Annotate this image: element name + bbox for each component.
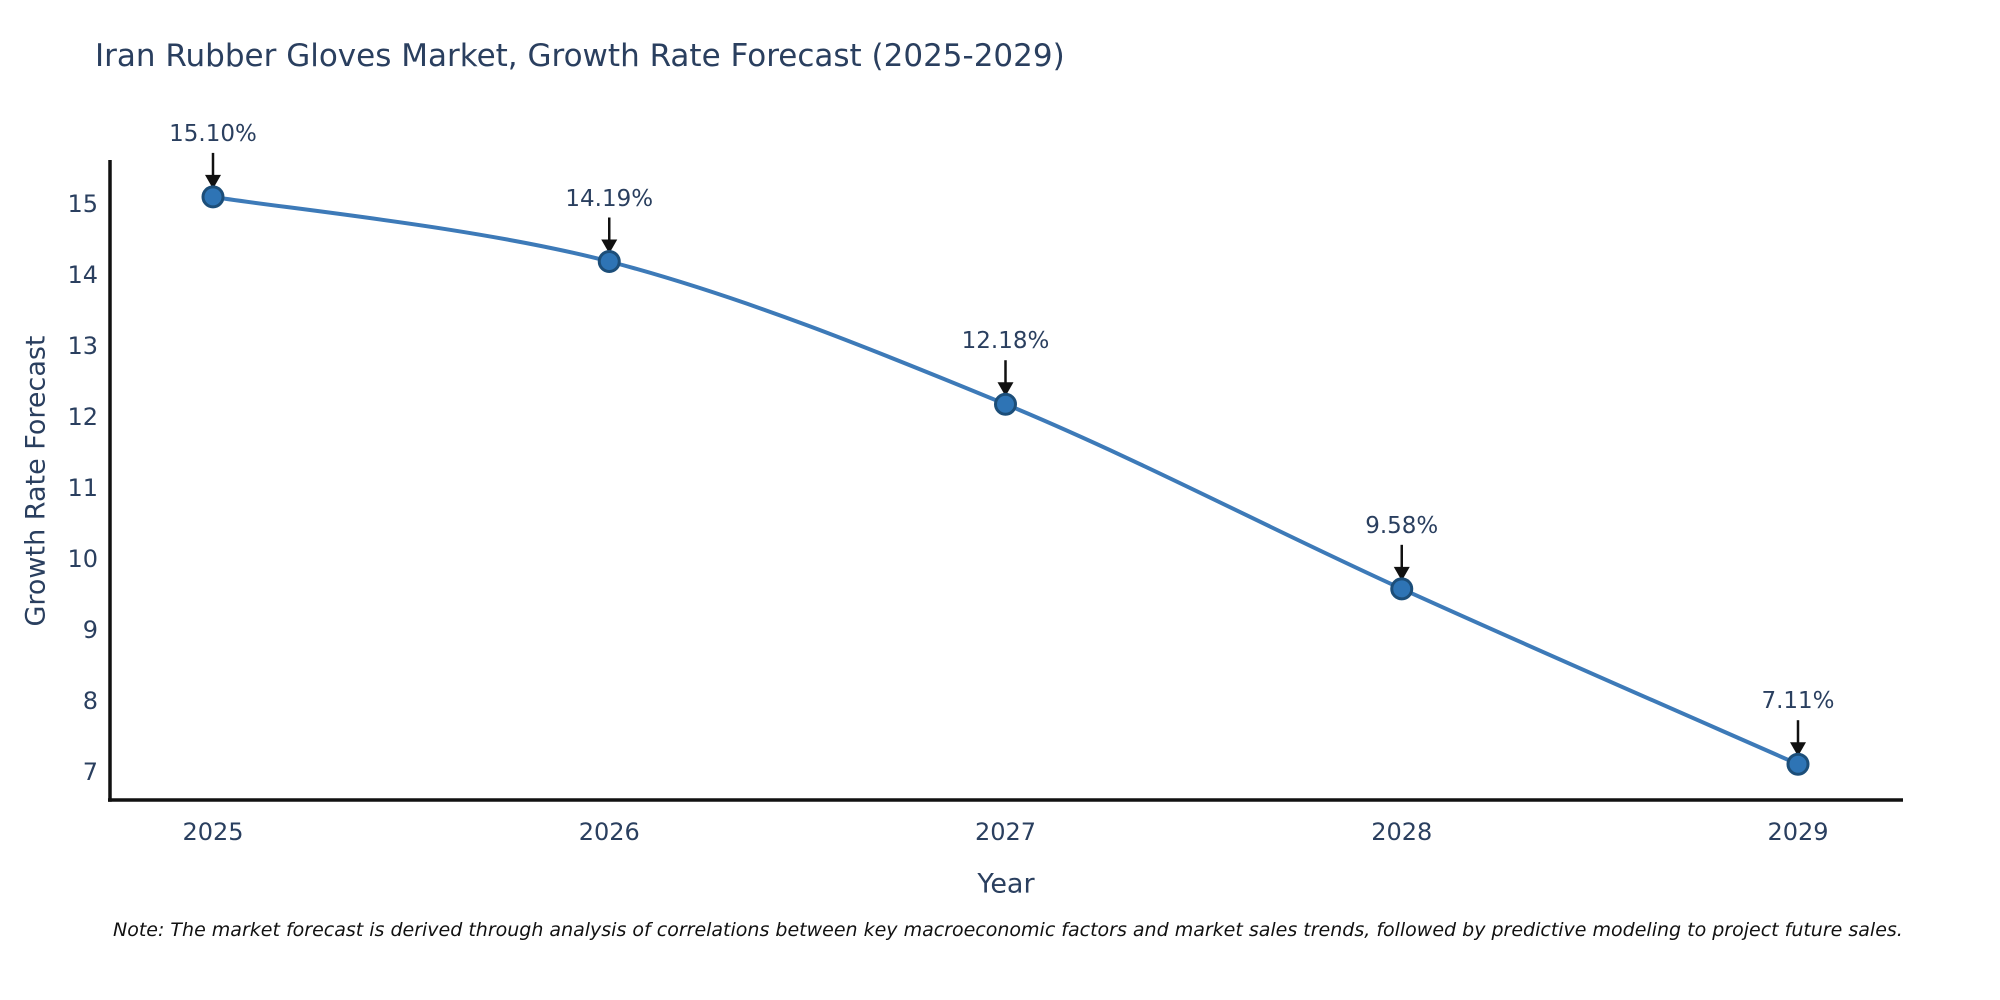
forecast-line: [211, 194, 1800, 767]
data-point-label: 7.11%: [1761, 688, 1835, 715]
y-tick-label: 12: [67, 403, 98, 431]
annotation-arrow-head: [997, 382, 1014, 397]
x-tick-label: 2025: [182, 818, 244, 846]
y-tick-label: 11: [67, 474, 98, 502]
y-tick-label: 10: [67, 545, 98, 573]
data-point-marker: [597, 250, 621, 274]
y-axis-title: Growth Rate Forecast: [20, 335, 52, 627]
annotation-arrow-head: [601, 239, 618, 254]
data-point-marker: [1390, 577, 1414, 601]
footnote: Note: The market forecast is derived thr…: [113, 919, 1903, 941]
x-tick-label: 2029: [1767, 818, 1829, 846]
x-tick-label: 2026: [578, 818, 640, 846]
x-axis-title: Year: [977, 868, 1035, 900]
x-tick-label: 2027: [974, 818, 1037, 846]
data-point-label: 14.19%: [565, 185, 654, 212]
annotation-arrow-head: [205, 174, 221, 189]
data-point-label: 9.58%: [1365, 512, 1439, 539]
data-point-label: 15.10%: [169, 120, 257, 147]
data-point-marker: [201, 185, 225, 209]
annotation-arrow-head: [1393, 566, 1410, 581]
y-tick-label: 8: [82, 687, 98, 715]
y-tick-label: 14: [67, 261, 98, 289]
y-tick-label: 13: [67, 332, 98, 360]
y-tick-label: 9: [82, 616, 98, 644]
x-tick-label: 2028: [1371, 818, 1433, 846]
y-tick-label: 15: [67, 190, 98, 218]
annotation-arrow-head: [1790, 742, 1806, 757]
data-point-marker: [1786, 752, 1810, 776]
chart-title: Iran Rubber Gloves Market, Growth Rate F…: [95, 38, 1065, 74]
data-point-label: 12.18%: [961, 328, 1050, 355]
y-tick-label: 7: [82, 758, 98, 786]
data-point-marker: [994, 392, 1017, 416]
